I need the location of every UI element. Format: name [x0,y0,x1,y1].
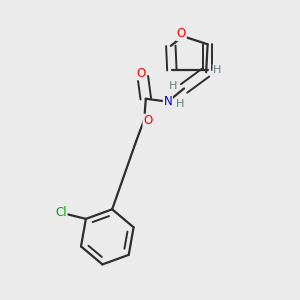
Text: H: H [213,65,221,75]
Text: Cl: Cl [55,206,67,220]
Text: O: O [177,27,186,40]
Text: N: N [164,95,172,108]
Text: O: O [143,114,152,127]
Text: O: O [137,67,146,80]
Text: H: H [176,99,184,109]
Text: H: H [169,81,177,91]
